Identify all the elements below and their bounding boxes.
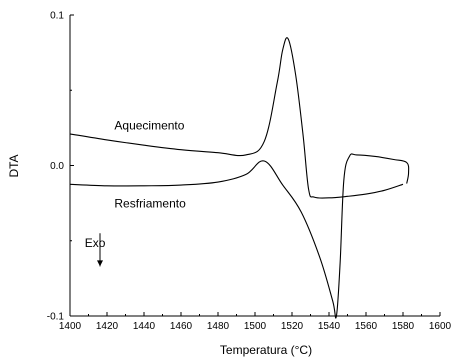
exo-arrow-head (97, 260, 103, 267)
annotation-exo: Exo (85, 236, 106, 250)
curves (69, 37, 410, 319)
axes (69, 15, 440, 317)
x-tick-label: 1420 (96, 321, 119, 332)
x-tick-label: 1600 (429, 321, 452, 332)
series-line-resfriamento (69, 153, 410, 319)
x-tick-label: 1520 (281, 321, 304, 332)
x-tick-label: 1440 (133, 321, 156, 332)
x-tick-label: 1460 (170, 321, 193, 332)
ticks: 1400 1420 1440 1460 1480 1500 1520 1540 1560 1580… (47, 11, 452, 333)
x-tick-label: 1400 (59, 321, 82, 332)
annotation-resfriamento: Resfriamento (114, 197, 186, 211)
x-tick-label: 1560 (355, 321, 378, 332)
y-tick-label: -0.1 (47, 312, 65, 323)
y-tick-label: 0.0 (50, 161, 64, 172)
x-tick-label: 1500 (244, 321, 267, 332)
annotations: Aquecimento Resfriamento Exo (85, 118, 186, 267)
annotation-aquecimento: Aquecimento (114, 118, 184, 132)
x-axis-title: Temperatura (°C) (220, 343, 312, 357)
series-line-aquecimento (69, 37, 404, 199)
x-tick-label: 1480 (207, 321, 230, 332)
x-tick-label: 1580 (392, 321, 415, 332)
y-tick-label: 0.1 (50, 11, 64, 22)
y-axis-title: DTA (7, 154, 21, 177)
x-tick-label: 1540 (318, 321, 341, 332)
